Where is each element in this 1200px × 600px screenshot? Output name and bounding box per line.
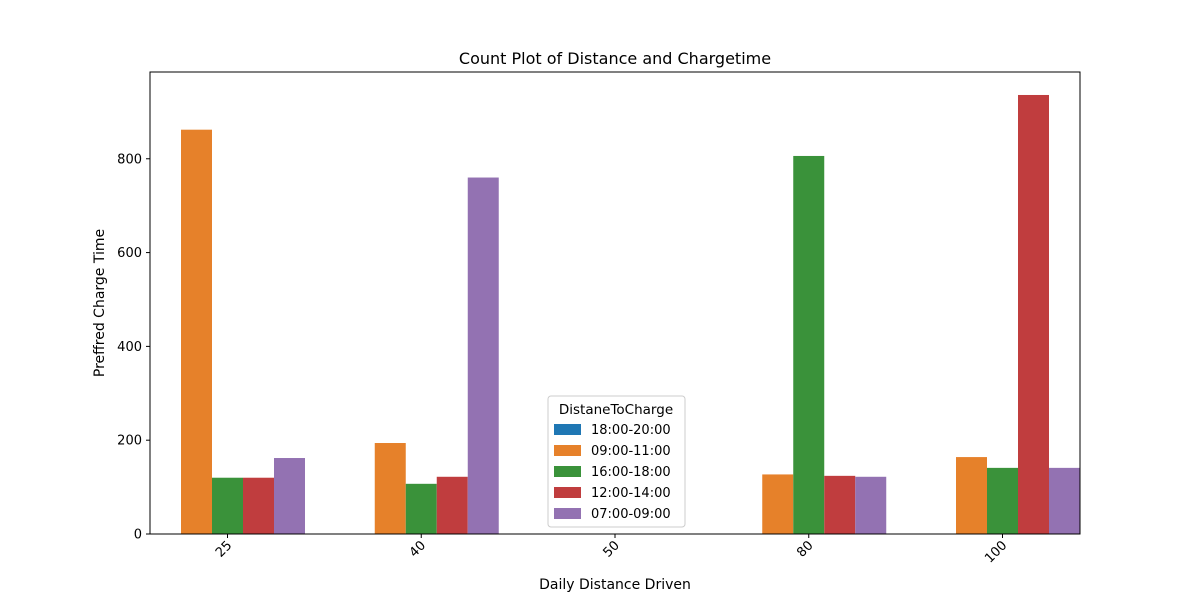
bar-12001400-cat-80 [824,475,856,534]
bar-07000900-cat-40 [467,177,499,534]
bar-12001400-cat-40 [436,476,468,534]
y-tick-label: 400 [117,340,142,355]
bar-12001400-cat-25 [243,477,274,534]
bar-07000900-cat-80 [855,476,887,534]
bar-09001100-cat-80 [762,474,794,534]
bar-09001100-cat-25 [181,129,212,534]
legend-label: 07:00-09:00 [591,507,671,522]
legend-swatch [554,487,581,498]
bar-16001800-cat-25 [212,477,243,534]
legend-label: 18:00-20:00 [591,423,671,438]
bar-09001100-cat-40 [374,443,406,534]
y-axis: 0 200 400 600 800 [117,152,150,543]
bar-07000900-cat-100 [1049,467,1080,534]
legend-items: 18:00-20:00 09:00-11:00 16:00-18:00 12:00-1… [554,423,671,522]
y-tick-label: 0 [134,528,142,543]
bar-12001400-cat-100 [1018,94,1049,534]
x-axis-label: Daily Distance Driven [539,577,691,593]
legend-swatch [554,445,581,456]
chart-title: Count Plot of Distance and Chargetime [459,49,771,68]
bars-layer [181,94,1080,534]
bar-16001800-cat-40 [405,483,437,534]
legend: DistaneToCharge 18:00-20:00 09:00-11:00 16… [547,395,686,528]
y-tick-label: 800 [117,152,142,167]
bar-07000900-cat-25 [274,458,305,534]
legend-title: DistaneToCharge [559,402,673,418]
bar-09001100-cat-100 [956,457,987,534]
bar-16001800-cat-100 [987,467,1018,534]
legend-swatch [554,508,581,519]
legend-swatch [554,424,581,435]
legend-label: 12:00-14:00 [591,486,671,501]
bar-16001800-cat-80 [793,155,825,534]
y-tick-label: 200 [117,434,142,449]
y-tick-label: 600 [117,246,142,261]
legend-frame [547,395,686,528]
legend-label: 16:00-18:00 [591,465,671,480]
legend-label: 09:00-11:00 [591,444,671,459]
y-axis-label: Preffred Charge Time [92,229,108,377]
legend-swatch [554,466,581,477]
